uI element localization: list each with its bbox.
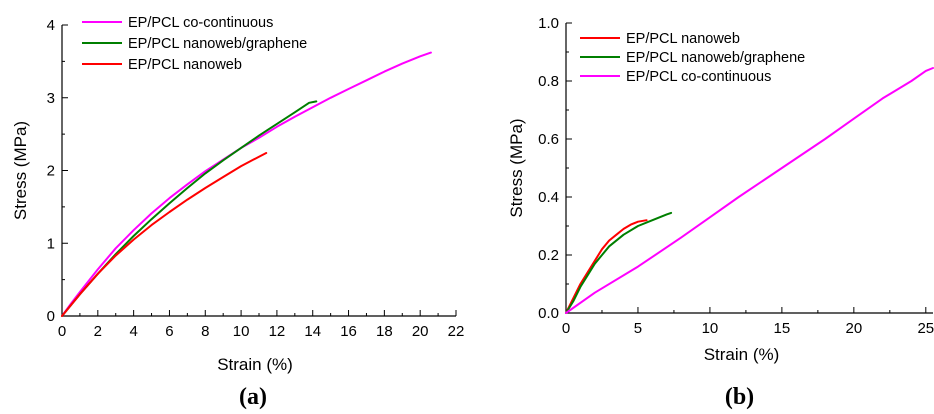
- x-tick-label: 4: [129, 323, 137, 340]
- x-tick-label: 0: [58, 323, 66, 340]
- series-line-1: [61, 51, 432, 317]
- x-tick-label: 0: [562, 320, 570, 337]
- chart-panel-b: 0 5 10 15 20 25 0.0 0.2 0.4 0.6 0.8 1.0 Strain (%) St…: [507, 15, 934, 410]
- y-tick-label: 1: [47, 235, 55, 252]
- x-tick-label: 15: [774, 320, 791, 337]
- y-tick-label: 0.2: [538, 247, 559, 264]
- panel-label: (b): [725, 384, 754, 410]
- legend-label: EP/PCL nanoweb: [626, 31, 740, 47]
- x-tick-label: 8: [201, 323, 209, 340]
- x-tick-label: 2: [94, 323, 102, 340]
- x-tick-label: 10: [702, 320, 719, 337]
- panel-label: (a): [239, 384, 267, 410]
- x-tick-label: 14: [304, 323, 321, 340]
- series-line-3: [61, 152, 268, 317]
- y-tick-label: 3: [47, 90, 55, 107]
- y-axis-label: Stress (MPa): [11, 121, 30, 220]
- y-tick-label: 2: [47, 163, 55, 180]
- x-tick-label: 22: [448, 323, 465, 340]
- series-line-1: [565, 219, 648, 314]
- x-tick-label: 20: [845, 320, 862, 337]
- legend-label: EP/PCL nanoweb: [128, 57, 242, 73]
- x-tick-label: 12: [269, 323, 286, 340]
- y-axis-label: Stress (MPa): [507, 118, 526, 217]
- legend-label: EP/PCL co-continuous: [128, 15, 273, 31]
- y-tick-label: 4: [47, 17, 55, 34]
- x-tick-label: 6: [165, 323, 173, 340]
- series-line-2: [61, 100, 318, 317]
- legend-label: EP/PCL nanoweb/graphene: [128, 36, 307, 52]
- y-tick-label: 0: [47, 308, 55, 325]
- y-tick-label: 0.6: [538, 131, 559, 148]
- x-tick-label: 5: [634, 320, 642, 337]
- legend-label: EP/PCL nanoweb/graphene: [626, 50, 805, 66]
- x-tick-label: 20: [412, 323, 429, 340]
- x-tick-label: 16: [340, 323, 357, 340]
- x-tick-label: 18: [376, 323, 393, 340]
- x-axis-label: Strain (%): [704, 345, 780, 364]
- y-tick-label: 0.0: [538, 305, 559, 322]
- legend-label: EP/PCL co-continuous: [626, 69, 771, 85]
- y-tick-label: 0.4: [538, 189, 559, 206]
- x-tick-label: 10: [233, 323, 250, 340]
- x-axis-label: Strain (%): [217, 355, 293, 374]
- y-tick-label: 0.8: [538, 73, 559, 90]
- x-tick-label: 25: [917, 320, 934, 337]
- y-tick-label: 1.0: [538, 15, 559, 32]
- series-line-3: [565, 67, 934, 314]
- series-line-2: [565, 211, 673, 314]
